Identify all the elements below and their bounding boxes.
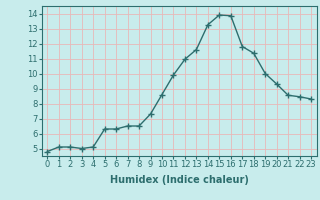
X-axis label: Humidex (Indice chaleur): Humidex (Indice chaleur): [110, 175, 249, 185]
